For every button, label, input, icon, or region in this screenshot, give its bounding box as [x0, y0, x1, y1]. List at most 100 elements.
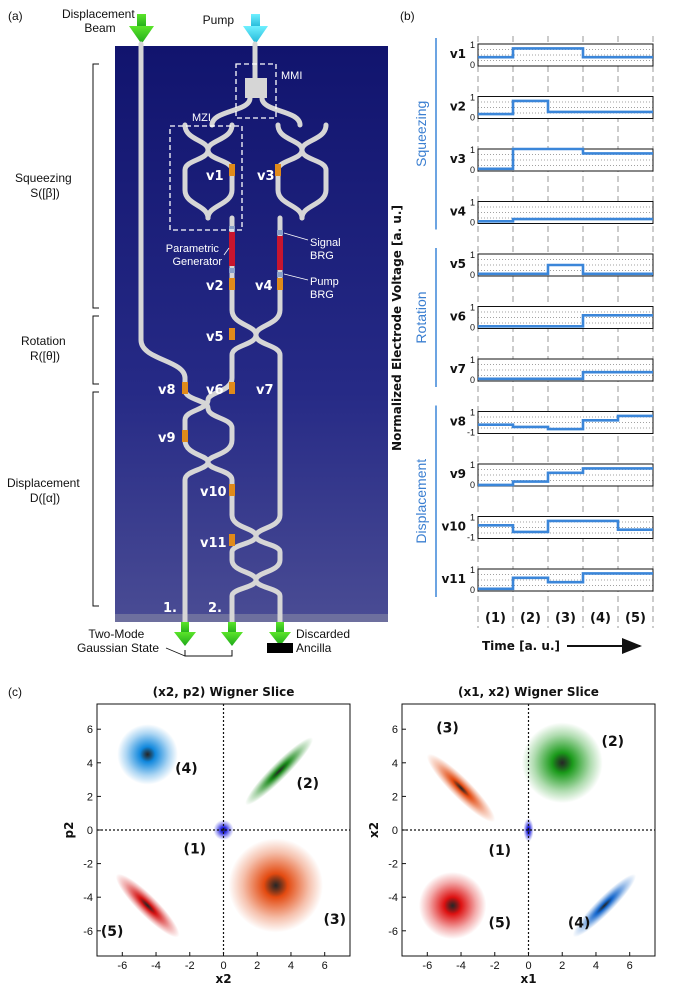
- rotation-section-label: Rotation R([θ]): [21, 334, 69, 363]
- wigner-ytick-label: 6: [87, 724, 93, 736]
- wigner-title: (x1, x2) Wigner Slice: [458, 685, 599, 699]
- voltage-row-label: v11: [441, 572, 466, 586]
- voltage-tick-bottom: 0: [470, 480, 475, 490]
- voltage-row-label: v6: [450, 310, 466, 324]
- electrode-label-v9: v9: [158, 431, 176, 446]
- wigner-xtick-label: -2: [490, 960, 500, 972]
- wigner-xtick-label: 0: [525, 960, 531, 972]
- voltage-row-v10: v10 1 -1: [441, 513, 654, 543]
- voltage-trace-v9: [478, 467, 653, 487]
- voltage-tick-top: 1: [470, 565, 475, 575]
- wigner-ytick-label: -4: [83, 892, 93, 904]
- voltage-trace-v5: [478, 263, 653, 276]
- electrode-label-v7: v7: [256, 383, 274, 398]
- wigner-xtick-label: -6: [117, 960, 127, 972]
- displacement-section-label: Displacement D([α]): [7, 476, 83, 505]
- electrode-v4: [277, 278, 283, 290]
- voltage-row-v4: v4 1 0: [450, 198, 654, 228]
- voltage-tick-top: 1: [470, 355, 475, 365]
- wigner-xtick-label: 4: [593, 960, 599, 972]
- electrode-v8: [182, 382, 188, 394]
- electrode-label-v5: v5: [206, 330, 224, 345]
- voltage-tick-bottom: 0: [470, 113, 475, 123]
- voltage-tick-bottom: 0: [470, 270, 475, 280]
- wigner-state-label: (1): [184, 842, 207, 858]
- voltage-tick-bottom: 0: [470, 165, 475, 175]
- phase-label: (2): [520, 611, 541, 626]
- wigner-blob: [115, 873, 180, 938]
- wigner-state-label: (3): [324, 912, 347, 928]
- voltage-tick-top: 1: [470, 93, 475, 103]
- two-mode-label: Two-Mode Gaussian State: [77, 627, 159, 655]
- wigner-ytick-label: 4: [87, 758, 93, 770]
- voltage-row-v9: v9 1 0: [450, 460, 654, 490]
- voltage-row-v8: v8 1 -1: [450, 408, 654, 438]
- component-annotations: Parametric Generator Signal BRG Pump BRG: [166, 232, 342, 301]
- parametric-generator-right: [277, 236, 283, 270]
- wigner-xtick-label: -6: [422, 960, 432, 972]
- wigner-ytick-label: 0: [87, 825, 93, 837]
- wigner-xtick-label: -2: [185, 960, 195, 972]
- voltage-row-v5: v5 1 0: [450, 250, 654, 280]
- wigner-state-label: (4): [568, 915, 591, 931]
- wigner-xtick-label: -4: [151, 960, 161, 972]
- group-label-rotation: Rotation: [413, 291, 429, 343]
- wigner-xtick-label: 6: [627, 960, 633, 972]
- panel-label-a: (a): [8, 9, 23, 23]
- wigner-blob: [117, 724, 178, 785]
- wigner-state-label: (4): [175, 761, 198, 777]
- voltage-tick-bottom: 0: [470, 60, 475, 70]
- electrode-v1: [229, 164, 235, 176]
- displacement-beam-label: Displacement Beam: [62, 7, 138, 35]
- voltage-tick-top: 1: [470, 145, 475, 155]
- voltage-row-label: v3: [450, 152, 466, 166]
- wigner-ylabel: x2: [367, 822, 381, 838]
- electrode-pads: [182, 164, 283, 546]
- wigner-ytick-label: 6: [392, 724, 398, 736]
- wigner-xtick-label: -4: [456, 960, 466, 972]
- wigner-xlabel: x1: [520, 972, 536, 986]
- voltage-row-label: v1: [450, 47, 466, 61]
- ancilla-dump-block: [267, 643, 293, 653]
- voltage-tick-top: 1: [470, 460, 475, 470]
- voltage-tick-top: 1: [470, 513, 475, 523]
- chip-edge: [115, 614, 388, 622]
- bragg-gratings: [229, 226, 283, 277]
- output-arrows: [174, 622, 293, 653]
- voltage-tick-bottom: 0: [470, 323, 475, 333]
- pump-arrow: [243, 14, 268, 44]
- voltage-row-label: v10: [441, 520, 466, 534]
- wigner-ytick-label: 4: [392, 758, 398, 770]
- chip-substrate: [115, 46, 388, 622]
- voltage-tick-top: 1: [470, 250, 475, 260]
- wigner-state-label: (5): [489, 915, 512, 931]
- phase-label: (4): [590, 611, 611, 626]
- wigner-xtick-label: 2: [254, 960, 260, 972]
- electrode-label-v11: v11: [200, 536, 227, 551]
- squeezing-section-label: Squeezing S([β]): [15, 171, 75, 200]
- voltage-tick-top: 1: [470, 40, 475, 50]
- wigner-xtick-label: 0: [220, 960, 226, 972]
- discarded-ancilla-label: Discarded Ancilla: [296, 627, 353, 655]
- voltage-xlabel: Time [a. u.]: [482, 639, 560, 653]
- voltage-trace-v2: [478, 99, 653, 116]
- pump-brg-label: Pump BRG: [310, 276, 342, 301]
- mzi-box: [169, 125, 243, 231]
- electrode-label-v4: v4: [255, 279, 273, 294]
- group-label-displacement: Displacement: [413, 459, 429, 544]
- electrode-v11: [229, 534, 235, 546]
- voltage-row-label: v5: [450, 257, 466, 271]
- mzi-label: MZI: [192, 112, 211, 124]
- wigner-state-label: (2): [602, 734, 625, 750]
- wigner-xtick-label: 2: [559, 960, 565, 972]
- section-brackets: [92, 63, 99, 607]
- voltage-trace-v11: [478, 572, 653, 591]
- electrode-label-v10: v10: [200, 485, 227, 500]
- wigner-ytick-label: 2: [392, 791, 398, 803]
- voltage-row-label: v8: [450, 415, 466, 429]
- electrode-v5: [229, 328, 235, 340]
- voltage-row-label: v2: [450, 100, 466, 114]
- voltage-trace-v3: [478, 147, 653, 171]
- wigner-ytick-label: -4: [388, 892, 398, 904]
- electrode-labels: v1 v3 v2 v4 v5 v6 v7 v8 v9 v10 v11: [158, 169, 275, 551]
